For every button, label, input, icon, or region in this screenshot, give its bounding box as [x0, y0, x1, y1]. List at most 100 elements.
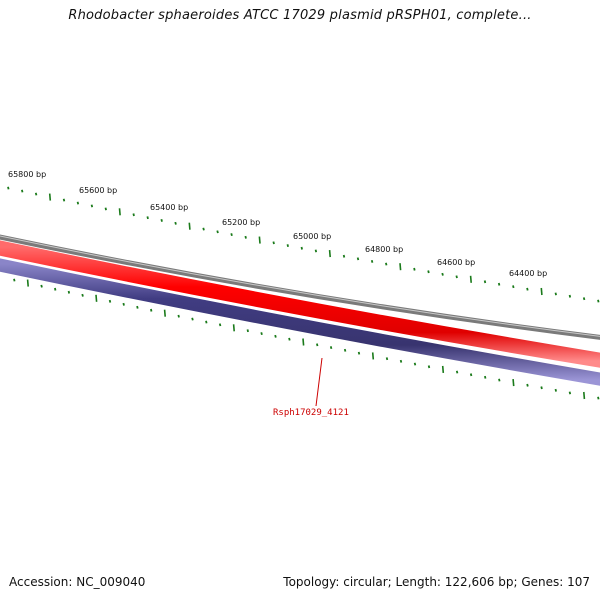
major-tick	[118, 208, 121, 216]
minor-tick	[455, 275, 458, 279]
backbone-track	[0, 234, 600, 340]
minor-tick	[288, 337, 291, 341]
minor-tick	[484, 375, 487, 379]
minor-tick	[568, 391, 572, 395]
minor-tick	[122, 302, 125, 306]
summary-text: Topology: circular; Length: 122,606 bp; …	[283, 575, 590, 589]
minor-tick	[413, 267, 416, 271]
reverse-gene-track	[0, 258, 600, 386]
minor-tick	[108, 299, 112, 303]
ruler-label: 65800 bp	[8, 170, 46, 179]
minor-tick	[34, 192, 38, 196]
minor-tick	[202, 227, 205, 231]
minor-tick	[205, 320, 208, 324]
major-tick	[540, 287, 543, 296]
minor-tick	[526, 383, 529, 387]
minor-tick	[150, 308, 153, 312]
minor-tick	[7, 186, 10, 190]
minor-tick	[342, 254, 346, 258]
minor-tick	[497, 282, 501, 286]
minor-tick	[498, 378, 501, 382]
minor-tick	[67, 290, 71, 294]
minor-tick	[483, 280, 487, 284]
major-tick	[26, 279, 29, 287]
minor-tick	[469, 373, 473, 377]
major-tick	[328, 250, 331, 258]
map-title: Rhodobacter sphaeroides ATCC 17029 plasm…	[68, 8, 532, 23]
major-tick	[399, 263, 402, 271]
minor-tick	[76, 201, 80, 205]
major-tick	[232, 324, 235, 332]
major-tick	[469, 275, 472, 283]
minor-tick	[554, 388, 557, 392]
backbone-highlight	[0, 235, 600, 337]
minor-tick	[244, 235, 247, 239]
minor-tick	[300, 246, 303, 250]
minor-tick	[274, 334, 277, 338]
minor-tick	[316, 343, 319, 347]
major-tick	[512, 379, 515, 387]
minor-tick	[582, 297, 586, 301]
minor-tick	[357, 351, 361, 355]
minor-tick	[40, 284, 43, 288]
minor-tick	[568, 294, 572, 298]
minor-tick	[21, 189, 24, 193]
minor-tick	[314, 249, 318, 253]
ruler-label: 65000 bp	[293, 232, 331, 241]
ruler-label: 64600 bp	[437, 258, 475, 267]
minor-tick	[218, 323, 222, 327]
major-tick	[583, 391, 586, 400]
minor-tick	[90, 204, 94, 208]
minor-tick	[246, 329, 249, 333]
gene-callout-line	[315, 357, 323, 407]
minor-tick	[427, 365, 431, 369]
major-tick	[188, 222, 191, 230]
minor-tick	[455, 370, 459, 374]
minor-tick	[136, 305, 139, 309]
forward-gene-track	[0, 240, 600, 368]
minor-tick	[441, 272, 444, 276]
outer-tick-row	[7, 186, 600, 303]
major-tick	[302, 338, 305, 346]
major-tick	[441, 365, 445, 373]
major-tick	[258, 236, 261, 244]
minor-tick	[512, 285, 515, 289]
ruler-label: 64800 bp	[365, 245, 403, 254]
ruler-label: 65400 bp	[150, 203, 188, 212]
minor-tick	[413, 362, 417, 366]
ruler-label: 64400 bp	[509, 269, 547, 278]
minor-tick	[260, 332, 263, 336]
minor-tick	[399, 359, 403, 363]
minor-tick	[526, 287, 529, 291]
minor-tick	[329, 346, 333, 350]
minor-tick	[191, 317, 194, 321]
minor-tick	[597, 396, 600, 400]
major-tick	[163, 309, 166, 317]
minor-tick	[370, 259, 374, 263]
minor-tick	[81, 293, 84, 297]
minor-tick	[160, 218, 163, 222]
ruler-labels: 65800 bp 65600 bp 65400 bp 65200 bp 6500…	[8, 170, 547, 278]
minor-tick	[385, 262, 388, 266]
ruler-label: 65600 bp	[79, 186, 117, 195]
minor-tick	[132, 213, 135, 217]
inner-tick-row	[13, 278, 600, 400]
minor-tick	[230, 233, 233, 237]
minor-tick	[177, 314, 180, 318]
minor-tick	[427, 270, 430, 274]
minor-tick	[554, 292, 557, 296]
ruler-label: 65200 bp	[222, 218, 260, 227]
major-tick	[48, 193, 52, 201]
minor-tick	[356, 257, 360, 261]
minor-tick	[286, 244, 289, 248]
major-tick	[95, 294, 98, 302]
gene-label[interactable]: Rsph17029_4121	[273, 408, 349, 418]
minor-tick	[104, 207, 107, 211]
minor-tick	[62, 198, 66, 202]
minor-tick	[597, 299, 600, 303]
minor-tick	[540, 386, 543, 390]
minor-tick	[174, 221, 177, 225]
accession-text: Accession: NC_009040	[9, 575, 146, 589]
minor-tick	[385, 357, 389, 361]
